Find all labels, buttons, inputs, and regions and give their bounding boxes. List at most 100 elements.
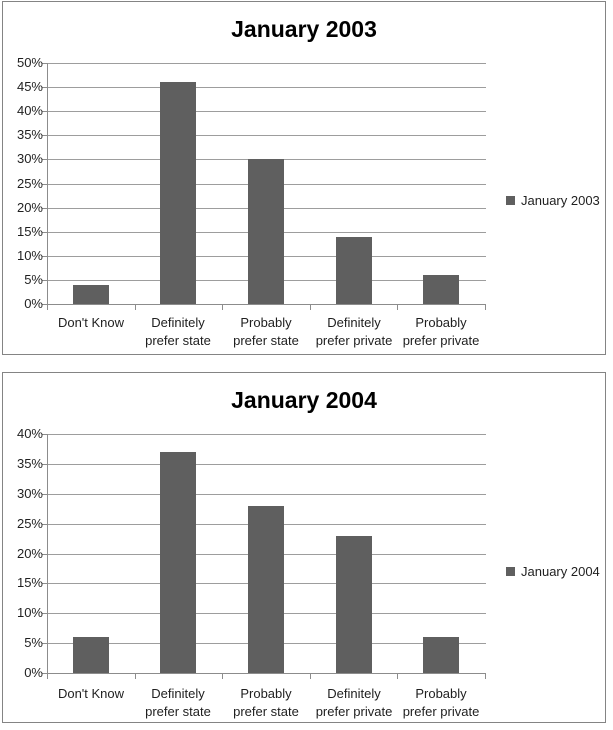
x-category-label-line: Probably xyxy=(240,686,292,701)
x-category-label-line: Definitely xyxy=(151,315,205,330)
x-category-label: Definitely prefer state xyxy=(122,314,234,350)
gridline xyxy=(48,434,486,435)
bar xyxy=(160,82,196,304)
chart-panel-january-2003: January 2003 January 2003 0% 5% 10% 15% 20% 2… xyxy=(2,1,606,355)
x-category-label: Probably prefer state xyxy=(210,314,322,350)
x-axis-tick xyxy=(397,305,398,310)
x-axis-tick xyxy=(135,305,136,310)
legend-label: January 2003 xyxy=(521,193,600,208)
y-tick-label: 30% xyxy=(16,486,43,501)
y-tick-label: 35% xyxy=(16,456,43,471)
legend-label: January 2004 xyxy=(521,564,600,579)
y-tick-label: 40% xyxy=(16,103,43,118)
y-axis-tick xyxy=(42,434,48,435)
bar xyxy=(73,285,109,304)
chart-panel-january-2004: January 2004 January 2004 0% 5% 10% 15% 20% 2… xyxy=(2,372,606,723)
y-tick-label: 0% xyxy=(24,296,43,311)
x-category-label: Definitely prefer state xyxy=(122,685,234,721)
x-category-label-line: Don't Know xyxy=(57,315,125,330)
y-tick-label: 5% xyxy=(24,635,43,650)
legend: January 2003 xyxy=(506,193,600,208)
x-category-label-line: Probably xyxy=(415,686,467,701)
bar xyxy=(423,637,459,673)
gridline xyxy=(48,87,486,88)
x-category-label-line: prefer private xyxy=(402,704,480,719)
y-tick-label: 10% xyxy=(16,248,43,263)
x-category-label: Don't Know xyxy=(35,685,147,703)
bar xyxy=(160,452,196,673)
y-axis-tick xyxy=(42,232,48,233)
y-axis-tick xyxy=(42,256,48,257)
y-axis-tick xyxy=(42,159,48,160)
x-axis-tick xyxy=(310,674,311,679)
y-tick-label: 20% xyxy=(16,546,43,561)
y-axis-tick xyxy=(42,208,48,209)
x-axis-tick xyxy=(222,305,223,310)
x-category-label-line: prefer state xyxy=(233,333,299,348)
y-tick-label: 45% xyxy=(16,79,43,94)
bar xyxy=(423,275,459,304)
x-axis-tick xyxy=(47,674,48,679)
y-axis-tick xyxy=(42,673,48,674)
y-tick-label: 10% xyxy=(16,605,43,620)
x-category-label: Definitely prefer private xyxy=(298,685,410,721)
gridline xyxy=(48,135,486,136)
y-axis-tick xyxy=(42,554,48,555)
y-tick-label: 40% xyxy=(16,426,43,441)
x-category-label-line: Probably xyxy=(415,315,467,330)
bar xyxy=(73,637,109,673)
legend-swatch-icon xyxy=(506,196,515,205)
x-category-label-line: Don't Know xyxy=(57,686,125,701)
bar xyxy=(248,159,284,304)
y-tick-label: 15% xyxy=(16,575,43,590)
y-axis-tick xyxy=(42,63,48,64)
x-category-label: Definitely prefer private xyxy=(298,314,410,350)
legend: January 2004 xyxy=(506,564,600,579)
chart-title: January 2003 xyxy=(231,16,377,42)
y-tick-label: 25% xyxy=(16,516,43,531)
x-category-label-line: prefer state xyxy=(233,704,299,719)
x-axis-tick xyxy=(485,674,486,679)
bar xyxy=(336,237,372,304)
x-category-label-line: prefer private xyxy=(402,333,480,348)
y-axis-tick xyxy=(42,280,48,281)
y-tick-label: 25% xyxy=(16,176,43,191)
bar xyxy=(248,506,284,673)
x-axis-tick xyxy=(485,305,486,310)
x-axis-tick xyxy=(47,305,48,310)
y-axis-tick xyxy=(42,184,48,185)
x-category-label: Don't Know xyxy=(35,314,147,332)
y-axis-tick xyxy=(42,494,48,495)
chart-title: January 2004 xyxy=(231,387,377,413)
x-category-label: Probably prefer private xyxy=(385,314,497,350)
x-category-label: Probably prefer private xyxy=(385,685,497,721)
x-category-label-line: prefer private xyxy=(315,704,393,719)
y-axis-tick xyxy=(42,613,48,614)
gridline xyxy=(48,494,486,495)
y-tick-label: 35% xyxy=(16,127,43,142)
x-category-label-line: Definitely xyxy=(327,315,381,330)
y-axis-tick xyxy=(42,464,48,465)
x-axis-tick xyxy=(222,674,223,679)
y-tick-label: 30% xyxy=(16,151,43,166)
x-category-label-line: Definitely xyxy=(151,686,205,701)
y-tick-label: 0% xyxy=(24,665,43,680)
y-axis-tick xyxy=(42,111,48,112)
y-axis-tick xyxy=(42,304,48,305)
x-category-label-line: prefer state xyxy=(145,333,211,348)
x-axis-tick xyxy=(135,674,136,679)
y-axis-tick xyxy=(42,87,48,88)
x-category-label-line: Definitely xyxy=(327,686,381,701)
y-axis-tick xyxy=(42,135,48,136)
bar xyxy=(336,536,372,673)
y-tick-label: 5% xyxy=(24,272,43,287)
x-axis-tick xyxy=(310,305,311,310)
gridline xyxy=(48,111,486,112)
y-tick-label: 15% xyxy=(16,224,43,239)
x-category-label-line: prefer state xyxy=(145,704,211,719)
y-axis-tick xyxy=(42,643,48,644)
y-axis-tick xyxy=(42,583,48,584)
y-axis-tick xyxy=(42,524,48,525)
legend-swatch-icon xyxy=(506,567,515,576)
